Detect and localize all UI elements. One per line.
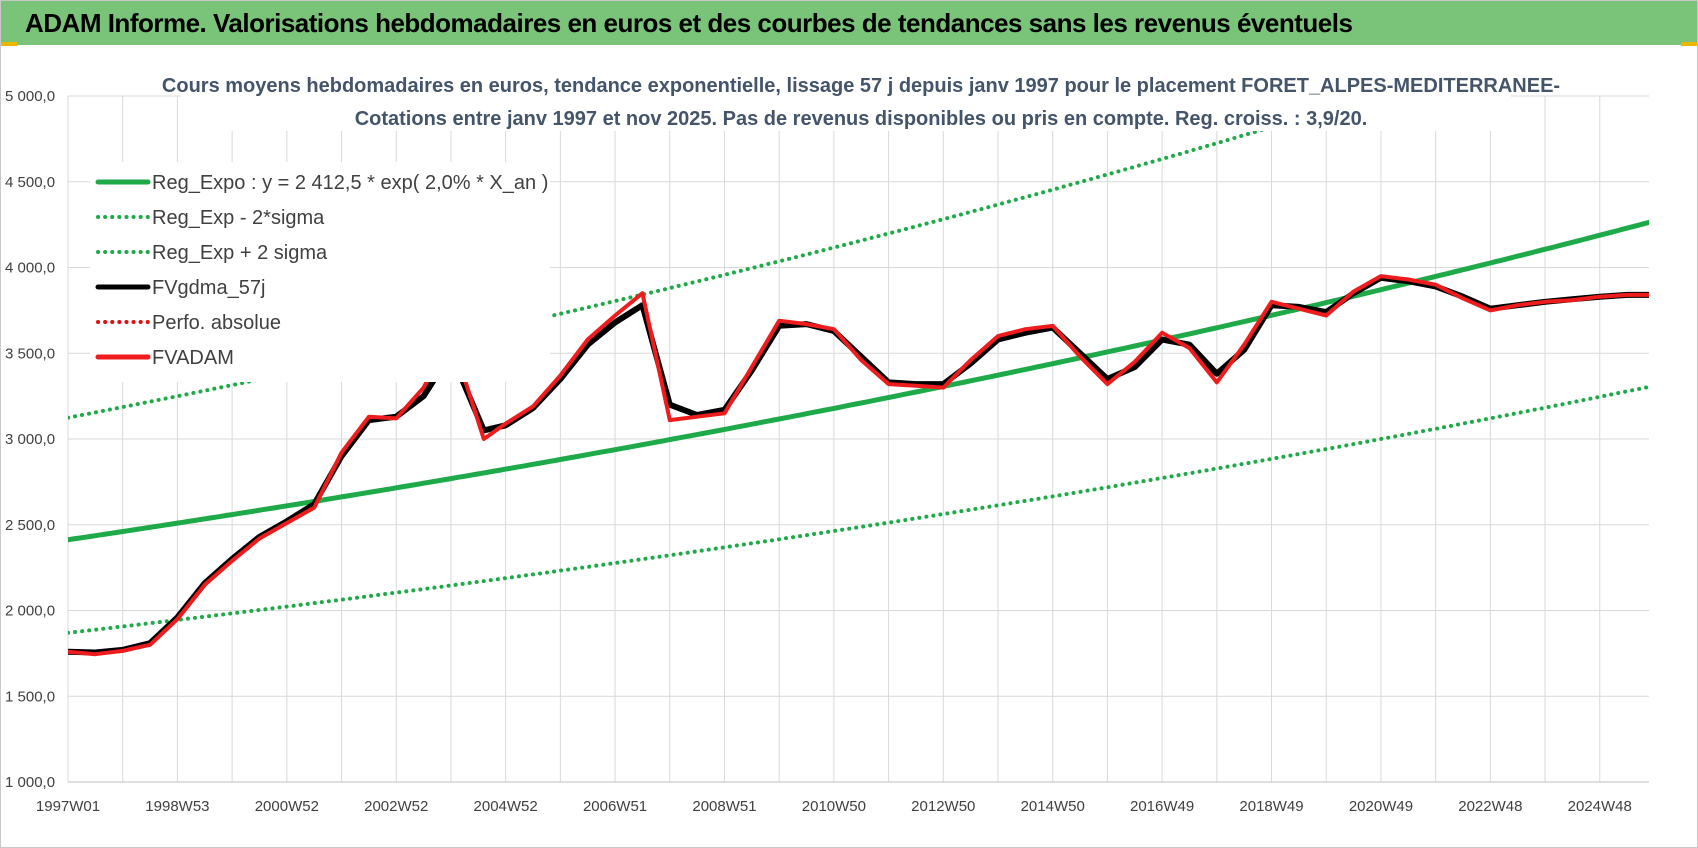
chart-title-line: Cotations entre janv 1997 et nov 2025. P… [355, 108, 1368, 130]
series-line-5 [68, 274, 1649, 657]
chart-axes: 1 000,0 1 500,0 2 000,0 2 500,0 3 000,0 3 500… [5, 88, 1649, 815]
header-bar: ADAM Informe. Valorisations hebdomadaire… [1, 1, 1697, 45]
x-tick-label: 1997W01 [36, 798, 100, 815]
corner-mark-right [1681, 42, 1697, 46]
x-tick-label: 2008W51 [692, 798, 756, 815]
chart-title: Cours moyens hebdomadaires en euros, ten… [162, 67, 1560, 131]
legend-label: FVADAM [152, 347, 234, 369]
series-line-0 [68, 219, 1649, 543]
y-tick-label: 3 000,0 [5, 431, 55, 448]
legend-background [90, 162, 550, 382]
chart-legend: Reg_Expo : y = 2 412,5 * exp( 2,0% * X_a… [90, 162, 550, 382]
x-tick-label: 2016W49 [1130, 798, 1194, 815]
legend-label: Perfo. absolue [152, 312, 281, 334]
y-tick-label: 1 000,0 [5, 774, 55, 791]
y-tick-label: 1 500,0 [5, 688, 55, 705]
x-tick-label: 2018W49 [1239, 798, 1303, 815]
x-tick-label: 2020W49 [1349, 798, 1413, 815]
chart-title-line: Cours moyens hebdomadaires en euros, ten… [162, 75, 1560, 97]
y-tick-label: 2 000,0 [5, 603, 55, 620]
x-tick-label: 2002W52 [364, 798, 428, 815]
x-tick-label: 2010W50 [802, 798, 866, 815]
x-tick-label: 1998W53 [145, 798, 209, 815]
x-tick-label: 2006W51 [583, 798, 647, 815]
y-tick-label: 4 500,0 [5, 174, 55, 191]
x-tick-label: 2004W52 [474, 798, 538, 815]
y-tick-label: 2 500,0 [5, 517, 55, 534]
chart: 1 000,0 1 500,0 2 000,0 2 500,0 3 000,0 3 500… [5, 67, 1649, 815]
x-tick-label: 2024W48 [1568, 798, 1632, 815]
corner-mark-left [1, 42, 17, 46]
page-title: ADAM Informe. Valorisations hebdomadaire… [25, 7, 1353, 38]
y-tick-label: 5 000,0 [5, 88, 55, 105]
legend-label: Reg_Exp + 2 sigma [152, 242, 328, 264]
y-tick-label: 3 500,0 [5, 345, 55, 362]
x-tick-label: 2012W50 [911, 798, 975, 815]
x-tick-label: 2000W52 [255, 798, 319, 815]
x-tick-label: 2014W50 [1021, 798, 1085, 815]
legend-label: FVgdma_57j [152, 277, 265, 299]
x-tick-label: 2022W48 [1458, 798, 1522, 815]
legend-label: Reg_Expo : y = 2 412,5 * exp( 2,0% * X_a… [152, 172, 548, 194]
legend-label: Reg_Exp - 2*sigma [152, 207, 325, 229]
y-tick-label: 4 000,0 [5, 260, 55, 277]
chart-title-background [181, 67, 1511, 131]
